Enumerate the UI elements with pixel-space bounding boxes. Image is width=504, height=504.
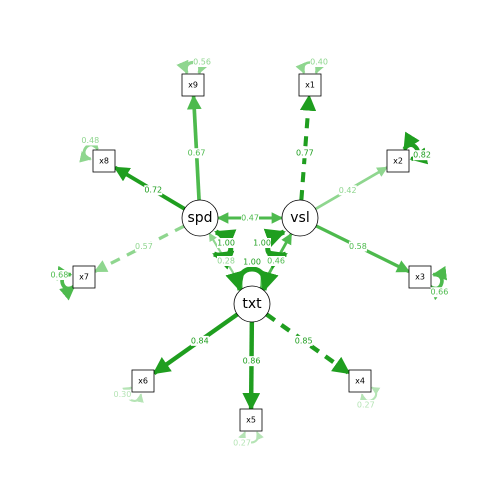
loading-label-x1: 0.77 — [296, 149, 314, 158]
residual-label-x3-bg — [430, 287, 449, 298]
variance-label-txt-bg — [243, 257, 261, 267]
manifest-node-x8 — [92, 149, 116, 173]
loading-label-x4: 0.85 — [295, 336, 313, 345]
manifest-node-x7 — [72, 265, 96, 289]
residual-label-x4-bg — [356, 400, 375, 411]
residual-label-x9: 0.56 — [193, 58, 211, 67]
covariance-label-spd-txt: 0.28 — [217, 257, 235, 266]
residual-label-x4: 0.27 — [357, 401, 375, 410]
residual-loop-x8 — [79, 137, 99, 163]
loading-label-x5-bg — [242, 356, 261, 367]
manifest-label-x3: x3 — [415, 273, 425, 282]
latent-node-vsl — [281, 199, 319, 237]
manifest-node-x6 — [131, 369, 155, 393]
residual-label-x8-bg — [81, 135, 100, 146]
residual-label-x5: 0.27 — [233, 439, 251, 448]
loading-label-x2: 0.42 — [339, 186, 357, 195]
manifest-label-x9: x9 — [188, 81, 198, 90]
covariance-label-spd-txt-bg — [217, 256, 235, 266]
loading-label-x9: 0.67 — [188, 149, 206, 158]
residual-label-x3: 0.66 — [431, 288, 449, 297]
residual-label-x6-bg — [113, 389, 132, 400]
residual-label-x8: 0.48 — [81, 136, 99, 145]
variance-label-spd: 1.00 — [217, 239, 235, 248]
residual-label-x2-bg — [413, 150, 432, 161]
residual-label-x9-bg — [193, 57, 211, 67]
residual-label-x2: 0.82 — [413, 151, 431, 160]
manifest-node-x5 — [239, 408, 263, 432]
loading-label-x8-bg — [144, 185, 163, 196]
manifest-node-x4 — [348, 369, 372, 393]
residual-label-x1-bg — [310, 57, 328, 67]
residual-loop-x4 — [359, 386, 381, 403]
loading-label-x9-bg — [187, 148, 206, 159]
manifest-label-x6: x6 — [138, 377, 148, 386]
residual-label-x7: 0.68 — [50, 270, 68, 279]
manifest-label-x4: x4 — [355, 377, 365, 386]
labels-layer: 0.77 0.42 0.58 0.85 0.86 0.84 0.57 0.72 0.67 0.47… — [50, 57, 449, 448]
manifest-node-x2 — [386, 149, 410, 173]
nodes-layer: spd vsl txt x1 x2 x3 x4 x5 x6 x7 x8 x9 — [72, 73, 432, 432]
loading-label-x1-bg — [295, 148, 314, 159]
manifest-label-x2: x2 — [393, 157, 403, 166]
covariance-label-vsl-txt-bg — [267, 256, 285, 266]
manifest-node-x9 — [181, 73, 205, 97]
residual-label-x7-bg — [50, 269, 69, 280]
variance-label-spd-bg — [217, 238, 235, 248]
edges-layer — [56, 59, 448, 444]
variance-label-vsl-bg — [253, 238, 271, 248]
manifest-label-x1: x1 — [305, 81, 315, 90]
loading-label-x3: 0.58 — [349, 242, 367, 251]
variance-loop-txt — [225, 266, 279, 292]
covariance-label-spd-vsl-bg — [241, 213, 259, 223]
loading-label-x7: 0.57 — [135, 242, 153, 251]
loading-label-x4-bg — [294, 335, 313, 346]
covariance-label-vsl-txt: 0.46 — [267, 257, 285, 266]
loading-label-x8: 0.72 — [144, 186, 162, 195]
manifest-label-x7: x7 — [79, 273, 89, 282]
latent-label-vsl: vsl — [290, 210, 309, 226]
covariance-label-spd-vsl: 0.47 — [241, 214, 259, 223]
latent-label-txt: txt — [242, 296, 262, 312]
variance-label-txt: 1.00 — [243, 258, 261, 267]
variance-loop-vsl — [263, 228, 288, 270]
latent-node-txt — [233, 285, 271, 323]
variance-label-vsl: 1.00 — [253, 239, 271, 248]
residual-label-x5-bg — [233, 438, 251, 448]
residual-loop-x3 — [428, 266, 448, 301]
variance-loop-spd — [212, 229, 237, 270]
manifest-node-x1 — [298, 73, 322, 97]
residual-label-x1: 0.40 — [310, 58, 328, 67]
manifest-label-x5: x5 — [246, 416, 256, 425]
loading-label-x6: 0.84 — [191, 336, 209, 345]
loading-spd-x9 — [186, 94, 202, 201]
latent-label-spd: spd — [187, 210, 212, 226]
manifest-node-x3 — [408, 265, 432, 289]
latent-node-spd — [181, 199, 219, 237]
loading-label-x3-bg — [348, 241, 367, 252]
loading-label-x5: 0.86 — [243, 357, 261, 366]
loading-label-x7-bg — [134, 241, 153, 252]
manifest-label-x8: x8 — [99, 157, 109, 166]
loading-label-x6-bg — [190, 335, 209, 346]
residual-label-x6: 0.30 — [114, 390, 132, 399]
loading-label-x2-bg — [338, 185, 357, 196]
